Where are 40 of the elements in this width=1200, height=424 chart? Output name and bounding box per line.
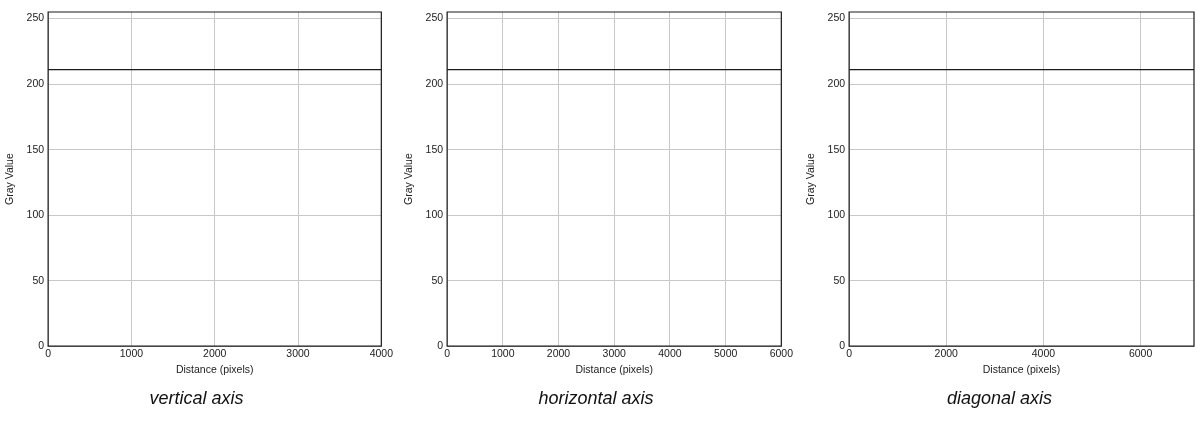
y-tick-label: 100: [827, 208, 846, 221]
x-tick-label: 6000: [1128, 347, 1153, 360]
y-tick-label: 100: [26, 208, 45, 221]
y-tick-label: 0: [38, 339, 45, 352]
y-tick-label: 150: [827, 142, 846, 155]
y-tick-label: 200: [827, 76, 846, 89]
y-tick-label: 50: [32, 273, 45, 286]
y-tick-label: 0: [437, 339, 444, 352]
x-tick-label: 4000: [1031, 347, 1056, 360]
x-tick-label: 4000: [369, 347, 394, 360]
y-tick-label: 250: [425, 11, 444, 24]
y-axis-title: Gray Value: [804, 153, 817, 205]
text: horizontal axis: [538, 388, 654, 409]
x-tick-label: 2000: [203, 347, 227, 360]
text: vertical axis: [149, 388, 244, 409]
x-tick-label: 1000: [491, 347, 515, 360]
y-tick-label: 250: [827, 11, 846, 24]
x-tick-label: 2000: [546, 347, 571, 360]
x-axis-title: Distance (pixels): [575, 362, 654, 375]
y-axis-title: Gray Value: [402, 153, 415, 205]
x-axis-title: Distance (pixels): [175, 362, 254, 375]
x-tick-label: 3000: [602, 347, 627, 360]
x-tick-label: 4000: [658, 347, 682, 360]
x-tick-label: 1000: [119, 347, 144, 360]
y-tick-label: 50: [833, 273, 846, 286]
y-tick-label: 200: [425, 76, 444, 89]
y-tick-label: 50: [431, 273, 444, 286]
x-tick-label: 6000: [769, 347, 794, 360]
x-axis-title: Distance (pixels): [982, 362, 1061, 375]
y-tick-label: 100: [425, 208, 444, 221]
y-tick-label: 250: [26, 11, 45, 24]
x-tick-label: 2000: [934, 347, 959, 360]
y-tick-label: 150: [26, 142, 45, 155]
y-tick-label: 200: [26, 76, 45, 89]
y-tick-label: 150: [425, 142, 444, 155]
y-tick-label: 0: [839, 339, 846, 352]
x-tick-label: 5000: [713, 347, 738, 360]
y-axis-title: Gray Value: [3, 153, 16, 205]
x-tick-label: 3000: [286, 347, 310, 360]
text: diagonal axis: [946, 388, 1053, 409]
